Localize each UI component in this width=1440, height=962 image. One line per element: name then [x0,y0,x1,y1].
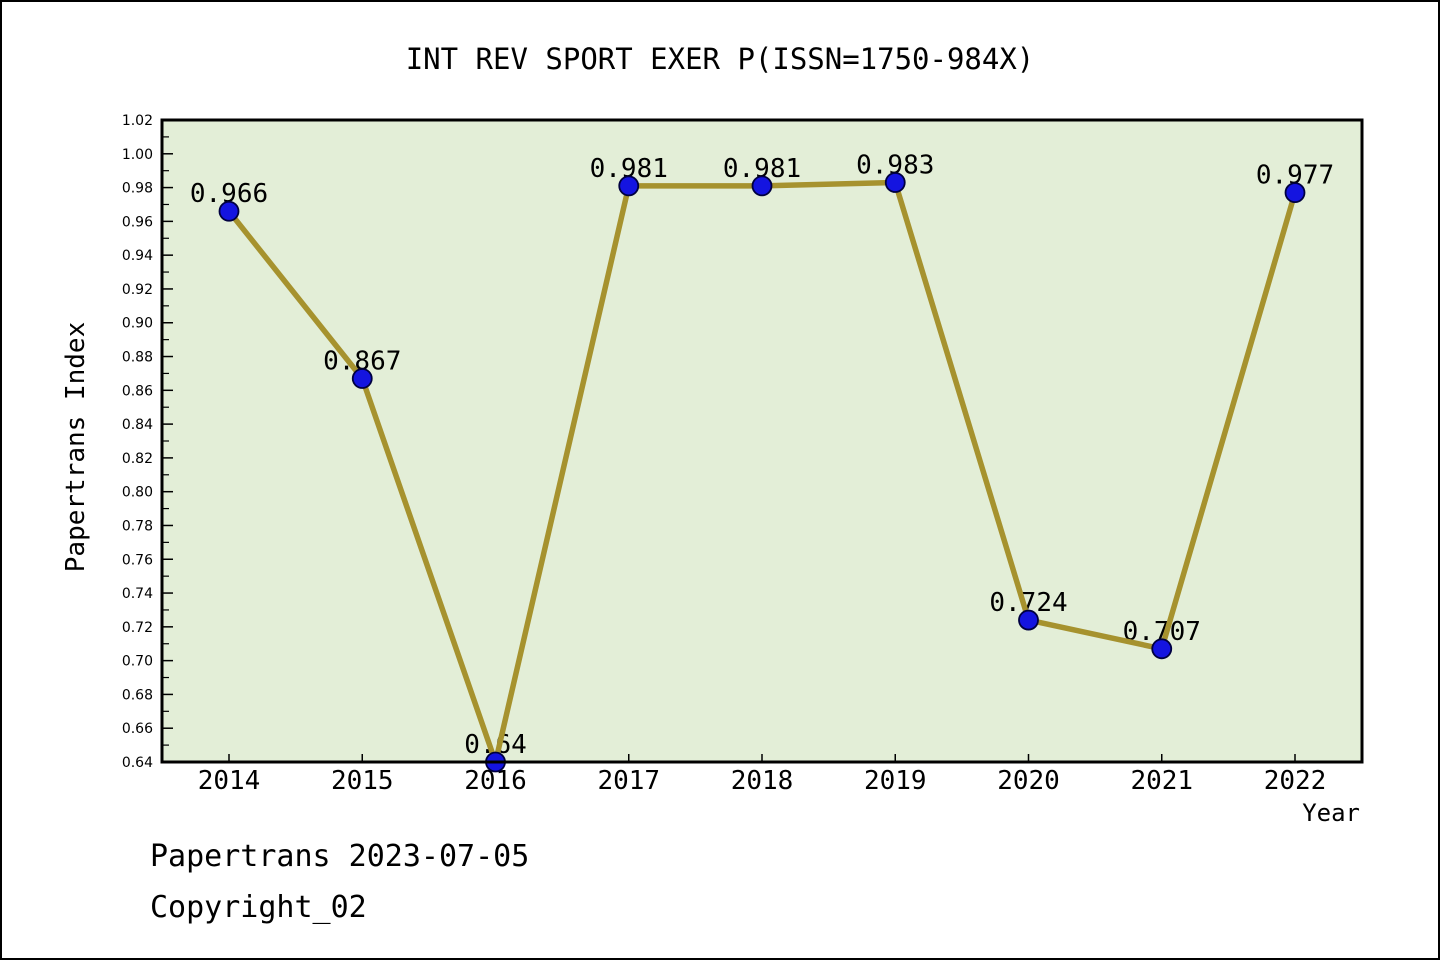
y-tick-label: 0.90 [122,316,153,332]
data-point [1151,638,1173,660]
x-axis-title: Year [1302,799,1360,827]
data-point [618,175,640,197]
plot-border [160,118,1364,764]
y-tick-label: 0.88 [122,350,153,366]
plot-area [162,120,1362,762]
y-tick-label: 0.96 [122,214,153,230]
x-tick-label: 2018 [731,766,794,796]
y-tick-label: 0.84 [122,417,153,433]
y-tick-label: 1.00 [122,147,153,163]
data-point [1284,182,1306,204]
y-tick-label: 0.70 [122,654,153,670]
data-point [1018,609,1039,631]
y-tick-label: 0.72 [122,620,153,636]
y-tick-label: 0.68 [122,687,153,703]
data-point [884,172,906,193]
x-tick-label: 2021 [1130,766,1193,796]
data-point [351,368,373,389]
x-tick-label: 2017 [597,766,660,796]
y-tick-label: 1.02 [122,113,153,129]
data-point [218,200,240,222]
x-tick-label: 2015 [331,766,394,796]
y-tick-label: 0.92 [122,282,153,298]
y-tick-label: 0.94 [122,248,153,264]
y-tick-label: 0.80 [122,485,153,501]
x-tick-label: 2020 [997,766,1060,796]
y-tick-label: 0.76 [122,552,153,568]
footer-source-date: Papertrans 2023-07-05 [150,839,530,874]
y-tick-label: 0.98 [122,181,153,197]
data-point [751,175,773,197]
y-tick-label: 0.82 [122,451,153,467]
y-tick-label: 0.86 [122,383,153,399]
footer-copyright: Copyright_02 [150,890,367,925]
y-tick-label: 0.66 [122,721,153,737]
y-tick-label: 0.74 [122,586,153,602]
y-tick-label: 0.78 [122,518,153,534]
x-tick-label: 2019 [864,766,927,796]
chart-title: INT REV SPORT EXER P(ISSN=1750-984X) [405,42,1035,76]
x-tick-label: 2022 [1264,766,1327,796]
x-tick-label: 2014 [198,766,261,796]
y-tick-label: 0.64 [122,755,153,771]
